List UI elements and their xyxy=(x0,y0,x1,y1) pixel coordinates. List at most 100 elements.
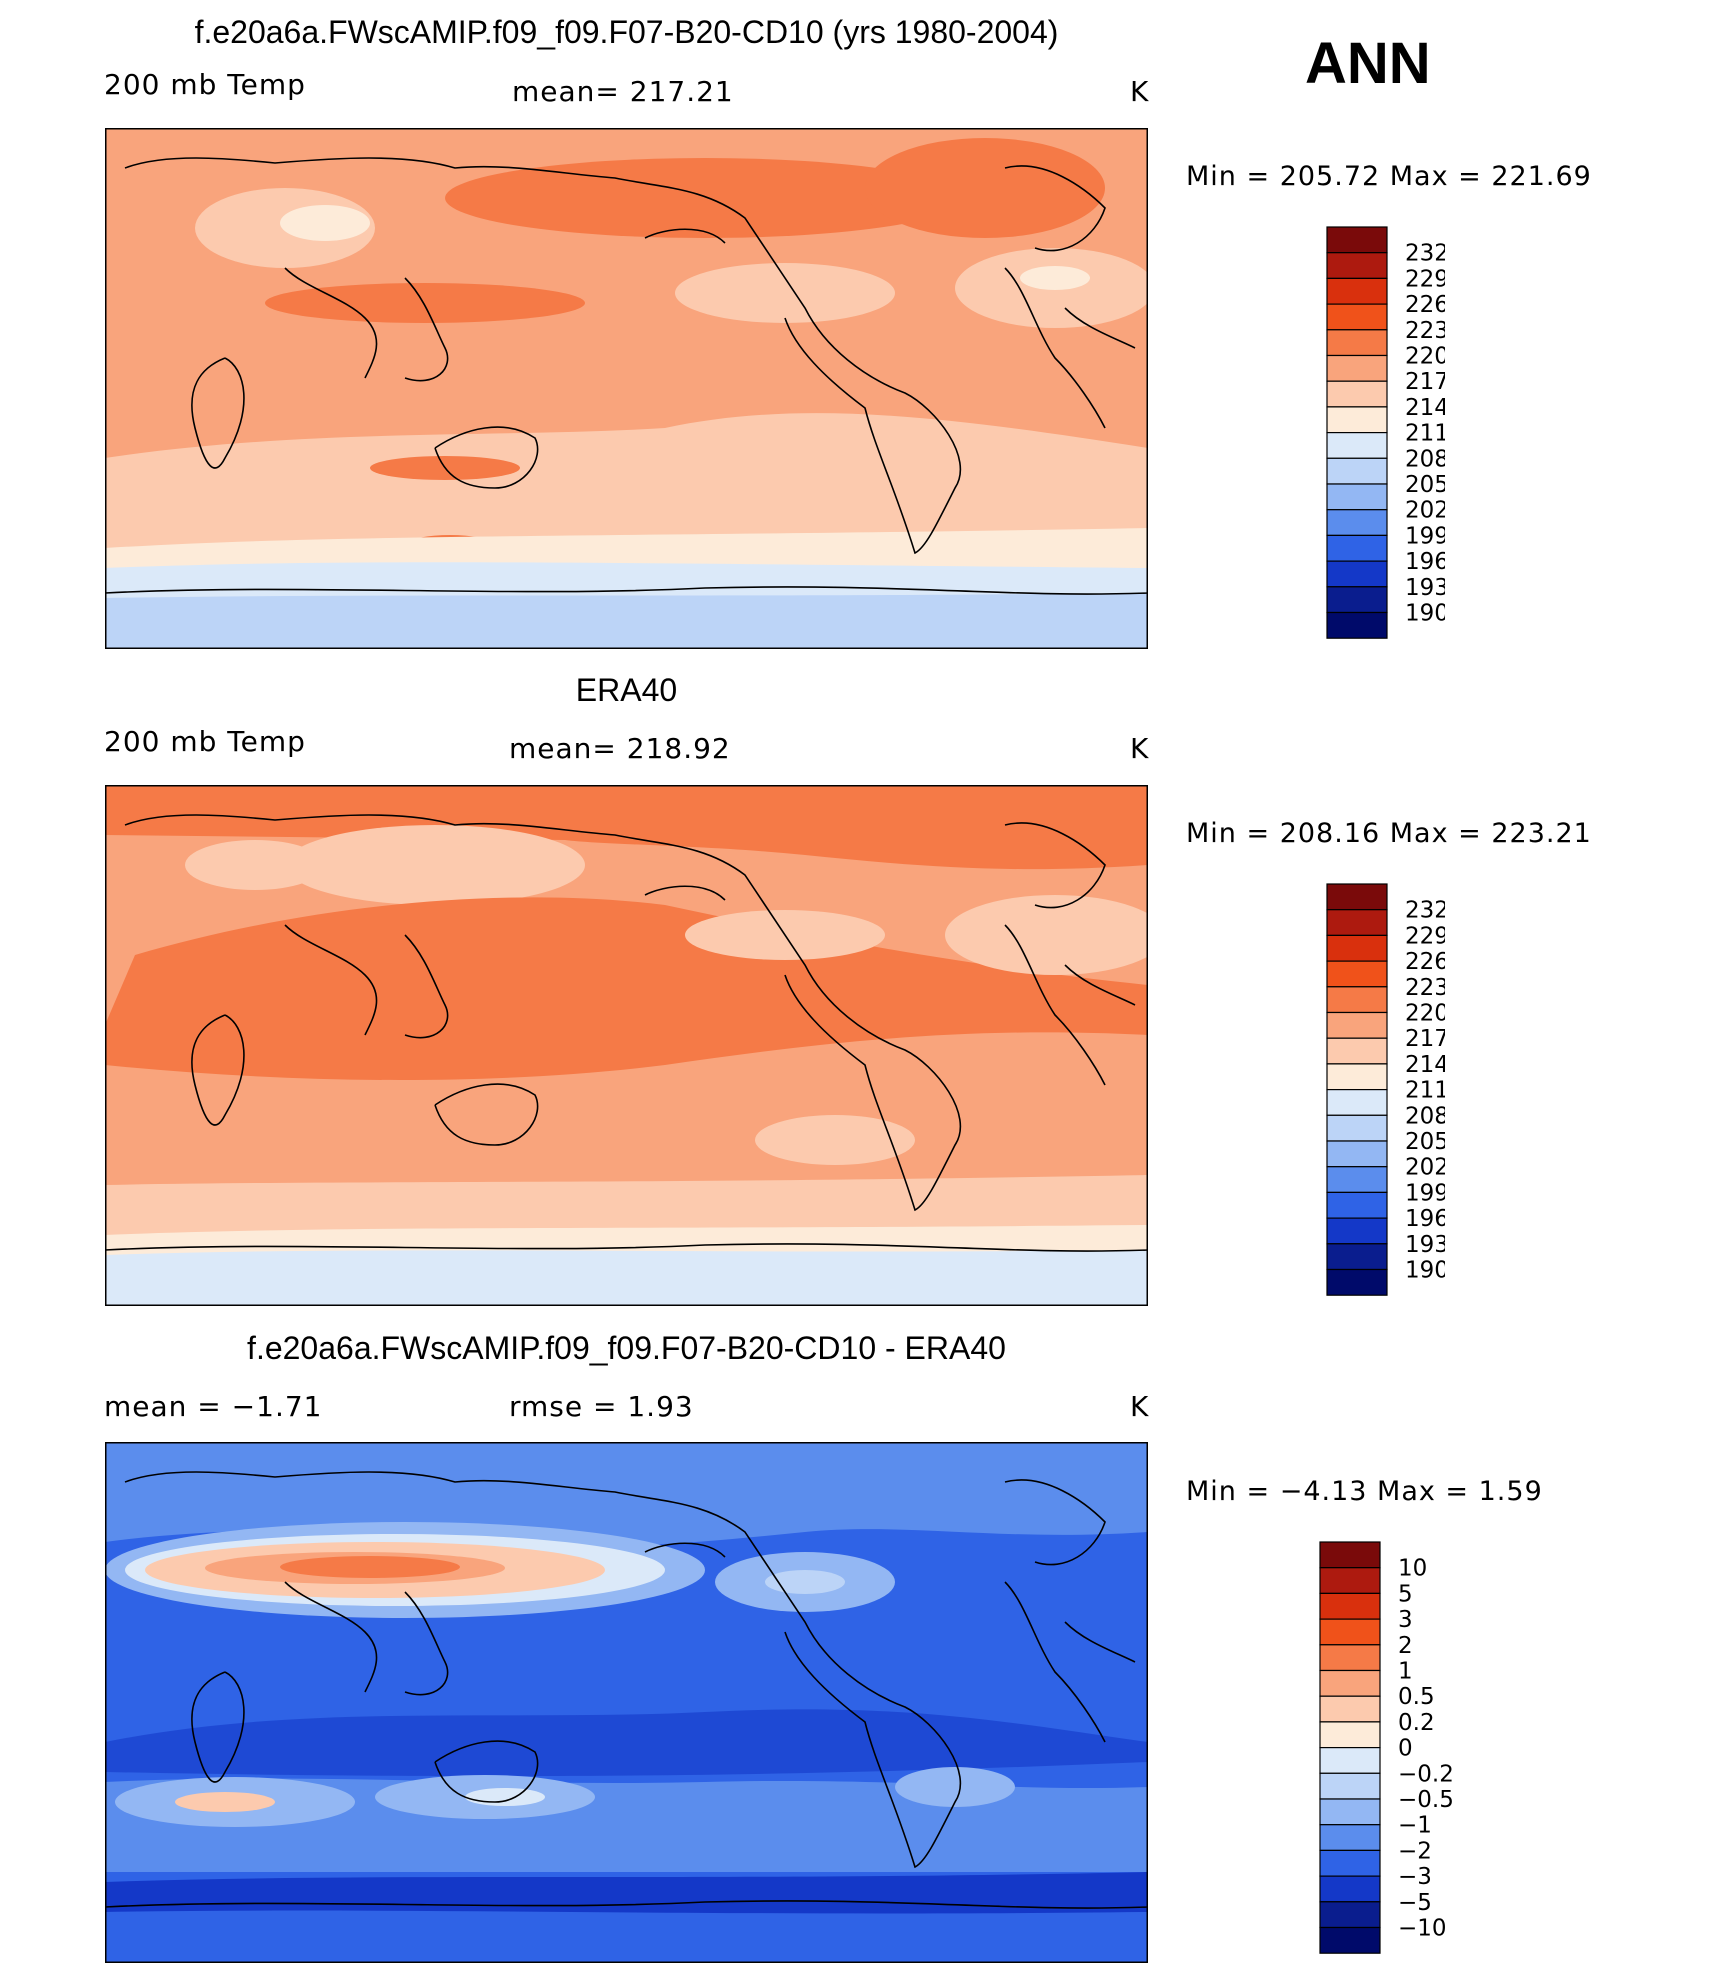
panel-2-colorbar-label: 202 xyxy=(1405,1155,1445,1181)
panel-2-colorbar-label: 214 xyxy=(1405,1052,1445,1078)
panel-3-colorbar-label: 1 xyxy=(1398,1659,1413,1685)
panel-3-colorbar-box xyxy=(1319,1849,1381,1877)
panel-3-coastlines xyxy=(105,1471,1148,1909)
panel-3-frame xyxy=(105,1442,1148,1963)
panel-3-colorbar-box xyxy=(1319,1747,1381,1774)
panel-1-colorbar-box xyxy=(1326,534,1388,562)
panel-2-colorbar-box xyxy=(1326,934,1388,962)
panel-1-frame xyxy=(105,128,1148,649)
panel-3-warm-spot-africa xyxy=(175,1792,275,1812)
panel-3-colorbar-label: 5 xyxy=(1398,1581,1413,1607)
panel-2-colorbar-box xyxy=(1326,986,1388,1014)
panel-2-colorbar-box xyxy=(1326,1191,1388,1219)
panel-2-title: ERA40 xyxy=(575,672,678,708)
panel-1-warm-band-asia xyxy=(265,283,585,323)
panel-1-colorbar-box xyxy=(1326,252,1388,280)
panel-3-colorbar-box xyxy=(1319,1541,1381,1569)
panel-2-colorbar-label: 190 xyxy=(1405,1258,1445,1284)
panel-2-colorbar-box xyxy=(1326,1037,1388,1065)
panel-3-colorbar-box xyxy=(1319,1901,1381,1929)
panel-1-colorbar-label: 190 xyxy=(1405,601,1445,627)
panel-3-colorbar-box xyxy=(1319,1567,1381,1595)
panel-2-frame xyxy=(105,785,1148,1306)
panel-1-map xyxy=(105,128,1148,649)
panel-2-variable-label: 200 mb Temp xyxy=(104,725,306,758)
panel-3-colorbar-label: 0.2 xyxy=(1398,1710,1435,1736)
panel-3-colorbar-box xyxy=(1319,1798,1381,1826)
panel-3-colorbar-label: −0.2 xyxy=(1398,1761,1454,1787)
panel-2-colorbar-label: 193 xyxy=(1405,1232,1445,1258)
panel-1-variable-label: 200 mb Temp xyxy=(104,68,306,101)
panel-3-colorbar-label: −3 xyxy=(1398,1864,1432,1890)
panel-3-colorbar-box xyxy=(1319,1669,1381,1697)
panel-1-band-205 xyxy=(105,593,1148,649)
panel-3-band-polar xyxy=(105,1910,1148,1963)
panel-3-colorbar-label: 0 xyxy=(1398,1736,1413,1762)
panel-2-colorbar-label: 226 xyxy=(1405,949,1445,975)
panel-2-colorbar-box xyxy=(1326,883,1388,911)
panel-3-mean-label: mean = −1.71 xyxy=(104,1390,323,1423)
panel-1-colorbar-label: 199 xyxy=(1405,523,1445,549)
panel-2-colorbar-label: 220 xyxy=(1405,1001,1445,1027)
panel-1-colorbar-box xyxy=(1326,611,1388,639)
panel-1-colorbar-label: 193 xyxy=(1405,575,1445,601)
panel-3-colorbar-label: 0.5 xyxy=(1398,1684,1435,1710)
panel-3-colorbar-label: −1 xyxy=(1398,1813,1432,1839)
panel-2-colorbar-box xyxy=(1326,1243,1388,1271)
panel-3-title: f.e20a6a.FWscAMIP.f09_f09.F07-B20-CD10 -… xyxy=(247,1330,1006,1366)
panel-3-colorbar-box xyxy=(1319,1772,1381,1800)
panel-1-cool-south xyxy=(105,413,1148,548)
panel-3-rmse-label: rmse = 1.93 xyxy=(509,1390,694,1423)
panel-1-colorbar-box xyxy=(1326,277,1388,305)
panel-1-colorbar-label: 217 xyxy=(1405,369,1445,395)
panel-3-dark-tropics xyxy=(105,1709,1148,1777)
panel-3-lighter-pacific xyxy=(765,1570,845,1594)
panel-1-colorbar-box xyxy=(1326,483,1388,511)
panel-1-colorbar-label: 229 xyxy=(1405,266,1445,292)
panel-1-warm-band-north xyxy=(445,158,965,238)
panel-2-colorbar-box xyxy=(1326,1166,1388,1194)
panel-2-cool-south-pacific xyxy=(755,1115,915,1165)
panel-2-colorbar-label: 208 xyxy=(1405,1103,1445,1129)
panel-1-colorbar-box xyxy=(1326,432,1388,459)
panel-2-colorbar-box xyxy=(1326,1268,1388,1296)
panel-2-map xyxy=(105,785,1148,1306)
panel-3-colorbar-box xyxy=(1319,1644,1381,1672)
panel-2-coastlines xyxy=(105,814,1148,1252)
panel-2-colorbar-box xyxy=(1326,1063,1388,1091)
panel-2-colorbar-label: 205 xyxy=(1405,1129,1445,1155)
panel-1-colorbar-label: 208 xyxy=(1405,446,1445,472)
panel-1-colorbar-box xyxy=(1326,586,1388,614)
panel-1-colorbar-label: 223 xyxy=(1405,318,1445,344)
panel-3-colorbar-label: −2 xyxy=(1398,1838,1432,1864)
panel-3-colorbar-label: 3 xyxy=(1398,1607,1413,1633)
panel-3-colorbar-box xyxy=(1319,1592,1381,1620)
panel-2-colorbar: 2322292262232202172142112082052021991961… xyxy=(1326,883,1445,1296)
panel-2-colorbar-box xyxy=(1326,1140,1388,1168)
panel-1-colorbar-label: 220 xyxy=(1405,344,1445,370)
panel-1-coolest-atlantic xyxy=(1020,266,1090,290)
panel-2-colorbar-label: 232 xyxy=(1405,898,1445,924)
panel-3-colorbar-label: 10 xyxy=(1398,1556,1427,1582)
panel-1-colorbar-box xyxy=(1326,457,1388,485)
panel-3-colorbar-label: −5 xyxy=(1398,1890,1432,1916)
panel-1-colorbar-label: 211 xyxy=(1405,421,1445,447)
panel-2-mean-label: mean= 218.92 xyxy=(509,732,731,765)
panel-2-warm-north xyxy=(105,785,1148,870)
panel-1-colorbar-label: 214 xyxy=(1405,395,1445,421)
panel-1-cool-pacific xyxy=(675,263,895,323)
panel-2-colorbar-label: 223 xyxy=(1405,975,1445,1001)
panel-2-colorbar-label: 196 xyxy=(1405,1206,1445,1232)
panel-1-mean-label: mean= 217.21 xyxy=(512,75,734,108)
panel-1-colorbar-box xyxy=(1326,406,1388,434)
panel-2-colorbar-label: 229 xyxy=(1405,923,1445,949)
panel-2-units: K xyxy=(1130,732,1150,765)
panel-1-colorbar-label: 196 xyxy=(1405,549,1445,575)
panel-2-colorbar-box xyxy=(1326,1217,1388,1245)
panel-1-colorbar: 2322292262232202172142112082052021991961… xyxy=(1326,226,1445,639)
panel-1-colorbar-label: 202 xyxy=(1405,498,1445,524)
panel-3-colorbar-box xyxy=(1319,1875,1381,1903)
panel-2-minmax: Min = 208.16 Max = 223.21 xyxy=(1186,818,1592,849)
panel-2-cool-asia xyxy=(285,825,585,905)
panel-2-colorbar-label: 199 xyxy=(1405,1180,1445,1206)
